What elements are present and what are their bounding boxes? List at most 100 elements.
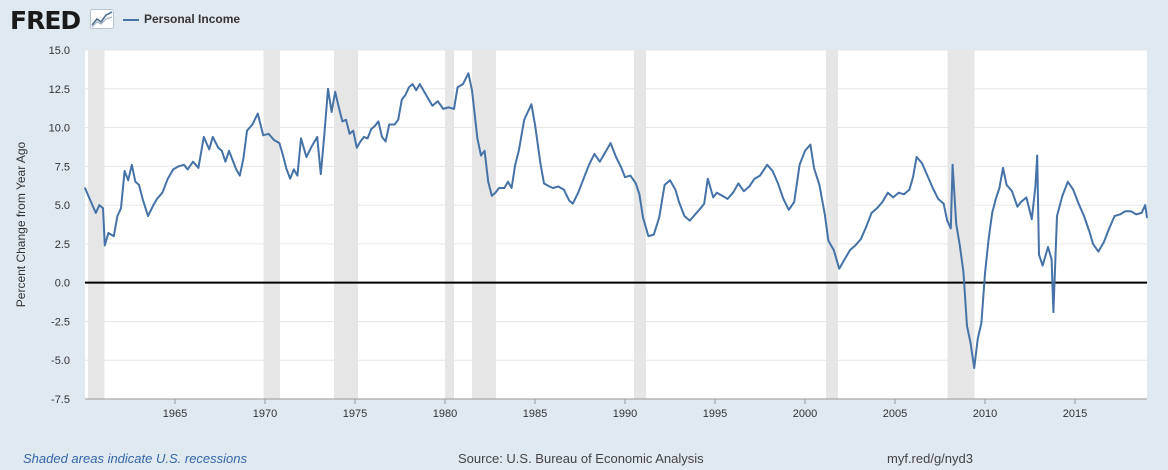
data-point xyxy=(813,167,815,169)
data-point xyxy=(946,219,948,222)
series-layer xyxy=(84,72,1148,369)
data-point xyxy=(147,215,149,217)
data-point xyxy=(563,188,565,191)
data-point xyxy=(1135,213,1137,216)
data-point xyxy=(186,168,189,171)
data-point xyxy=(388,123,391,126)
data-point xyxy=(527,111,529,113)
data-point xyxy=(732,191,734,194)
data-point xyxy=(161,191,164,194)
data-point xyxy=(689,219,691,222)
data-point xyxy=(674,188,677,191)
data-point xyxy=(471,89,473,92)
data-point xyxy=(370,128,373,130)
data-point xyxy=(404,94,407,96)
data-point xyxy=(131,164,133,166)
data-point xyxy=(937,198,939,200)
data-point xyxy=(950,227,952,230)
x-tick-label: 1995 xyxy=(703,408,727,420)
data-point xyxy=(966,325,968,327)
data-point xyxy=(424,92,427,95)
recession-shading xyxy=(88,50,975,399)
data-point xyxy=(1119,213,1121,216)
data-point xyxy=(843,258,846,261)
data-point xyxy=(447,106,450,109)
recession-band-6 xyxy=(634,50,647,399)
legend-label: Personal Income xyxy=(144,12,241,26)
data-point xyxy=(300,137,302,140)
data-point xyxy=(242,157,245,160)
data-point xyxy=(345,119,347,121)
y-tick-label: 10.0 xyxy=(49,123,70,135)
data-point xyxy=(366,137,369,140)
recession-band-4 xyxy=(445,50,454,399)
recession-note-link[interactable]: Shaded areas indicate U.S. recessions xyxy=(23,451,248,466)
data-point xyxy=(415,89,418,92)
header: FRED Personal Income xyxy=(0,0,1168,40)
data-point xyxy=(809,143,812,146)
data-point xyxy=(224,160,227,163)
data-point xyxy=(678,201,680,203)
data-point xyxy=(620,167,623,169)
data-point xyxy=(480,154,482,157)
data-point xyxy=(699,207,702,209)
source-text: Source: U.S. Bureau of Economic Analysis xyxy=(458,451,704,466)
data-point xyxy=(305,156,308,158)
data-point xyxy=(102,207,104,209)
data-point xyxy=(437,100,439,102)
data-point xyxy=(530,103,533,106)
data-point xyxy=(113,235,115,237)
x-tick-label: 2000 xyxy=(793,408,817,420)
data-point xyxy=(381,136,383,138)
data-point xyxy=(316,136,319,138)
data-point xyxy=(1077,202,1080,205)
data-point xyxy=(89,199,92,202)
fred-logo[interactable]: FRED xyxy=(10,6,81,35)
recession-band-7 xyxy=(826,50,838,399)
data-point xyxy=(356,146,358,149)
data-point xyxy=(609,142,612,144)
data-point xyxy=(359,140,362,143)
data-point xyxy=(887,191,889,194)
data-point xyxy=(289,177,292,180)
data-point xyxy=(1083,215,1085,217)
data-point xyxy=(1103,241,1105,244)
data-point xyxy=(824,213,826,216)
data-point xyxy=(1038,253,1040,256)
point-layer xyxy=(84,72,1148,369)
data-point xyxy=(827,240,830,242)
data-point xyxy=(138,184,140,186)
data-point xyxy=(523,119,525,121)
x-tick-label: 1980 xyxy=(433,408,457,420)
data-point xyxy=(197,167,200,169)
data-point xyxy=(977,337,979,340)
data-point xyxy=(771,170,774,172)
line-chart: 15.0 12.5 10.0 7.5 5.0 2.5 0.0 -2.5 -5.0 -7.5 196… xyxy=(14,45,1148,420)
data-point xyxy=(167,177,169,180)
y-tick-label: -5.0 xyxy=(51,355,70,367)
data-point xyxy=(293,168,295,171)
recession-band-2 xyxy=(263,50,280,399)
data-point xyxy=(557,185,560,188)
x-axis-ticks: 1965 1970 1975 1980 1985 1990 1995 2000 2005 2010… xyxy=(85,398,1147,420)
data-point xyxy=(721,195,723,197)
data-point xyxy=(1025,196,1028,199)
data-point xyxy=(246,129,248,132)
x-tick-label: 1985 xyxy=(523,408,547,420)
data-point xyxy=(663,184,666,186)
data-point xyxy=(653,233,655,236)
data-point xyxy=(1031,218,1033,220)
data-point xyxy=(588,164,590,166)
data-point xyxy=(262,134,265,137)
data-point xyxy=(865,226,867,228)
data-point xyxy=(1056,215,1058,217)
data-point xyxy=(1072,188,1074,191)
data-point xyxy=(726,198,729,200)
y-tick-label: 0.0 xyxy=(55,278,70,290)
data-point xyxy=(932,187,934,189)
short-url[interactable]: myf.red/g/nyd3 xyxy=(887,451,973,466)
data-point xyxy=(604,151,606,154)
data-point xyxy=(759,174,761,177)
data-point xyxy=(1144,204,1146,206)
series-line-1 xyxy=(84,72,1148,369)
